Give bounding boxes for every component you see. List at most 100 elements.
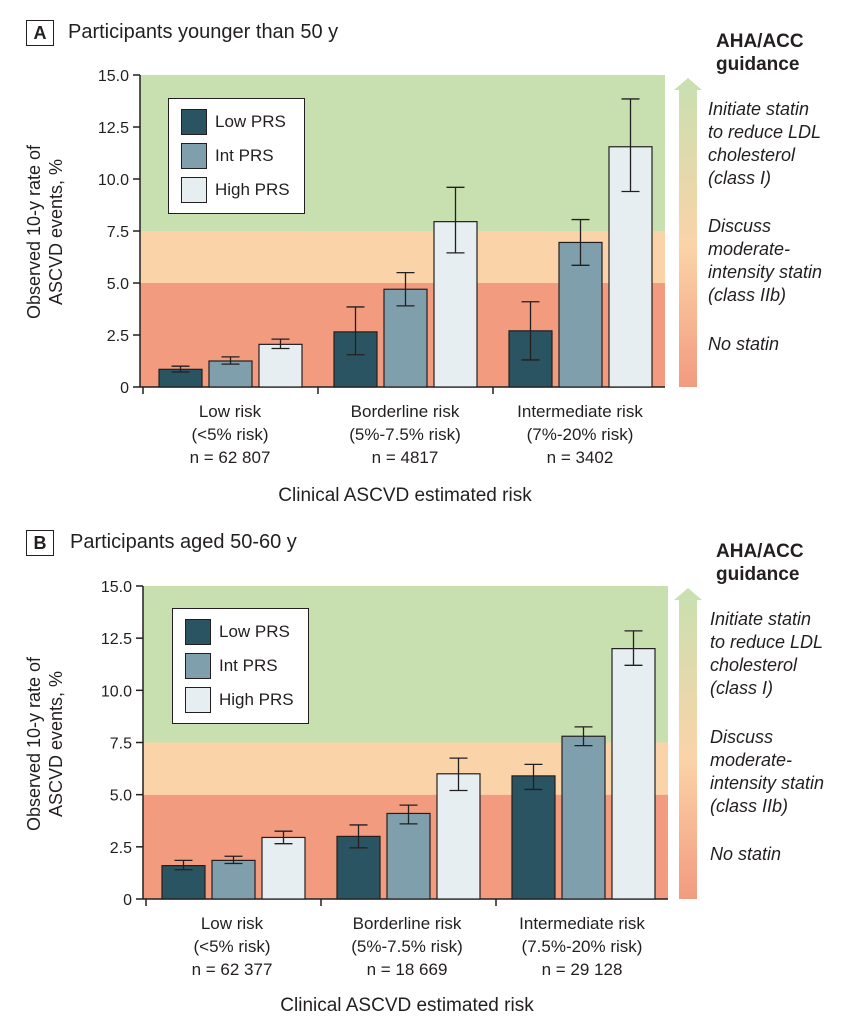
panel-a-bar-high-prs-1	[258, 343, 303, 388]
panel-a-guidance-no-statin: No statin	[708, 334, 780, 354]
panel-a-guidance-discuss: Discuss moderate- intensity statin (clas…	[708, 215, 822, 307]
panel-b-guidance-initiate: Initiate statin to reduce LDL cholestero…	[710, 608, 823, 700]
panel-b-error-bar-high-prs-1	[274, 830, 293, 845]
panel-a-y-axis-title: Observed 10-y rate of ASCVD events, %	[23, 67, 67, 397]
guidance-initiate-line: (class I)	[710, 678, 773, 698]
legend-item-low-prs: Low PRS	[185, 615, 294, 649]
panel-b-y-tick-label: 2.5	[110, 840, 132, 857]
legend-item-high-prs: High PRS	[185, 683, 294, 717]
panel-a-letter: A	[26, 20, 54, 46]
panel-a-y-title-line2: ASCVD events, %	[46, 158, 66, 306]
panel-a-error-bar-low-prs-2	[346, 306, 365, 356]
panel-b-error-bar-high-prs-3	[624, 630, 643, 666]
panel-b-bar-high-prs-3	[611, 648, 656, 900]
category-n: n = 62 377	[191, 960, 273, 979]
panel-a-y-title-line1: Observed 10-y rate of	[24, 144, 44, 320]
panel-a-error-bar-int-prs-2	[396, 271, 415, 307]
guidance-discuss-line: Discuss	[708, 216, 772, 236]
panel-b-category-borderline-risk: Borderline risk (5%-7.5% risk) n = 18 66…	[322, 912, 492, 981]
category-name: Low risk	[198, 402, 262, 421]
panel-a-error-bar-high-prs-1	[271, 338, 290, 350]
legend-swatch-int-prs	[185, 653, 211, 679]
category-n: n = 18 669	[366, 960, 448, 979]
panel-b-error-bar-high-prs-2	[449, 757, 468, 792]
legend-label-int-prs: Int PRS	[215, 146, 274, 165]
panel-a-y-tick-label: 15.0	[98, 68, 129, 85]
panel-b-y-tick-label: 0	[123, 892, 132, 909]
panel-b-y-axis-title: Observed 10-y rate of ASCVD events, %	[23, 579, 67, 909]
guidance-discuss-line: intensity statin	[708, 262, 823, 282]
panel-b-guidance-title: AHA/ACC guidance	[716, 540, 804, 586]
panel-b-title: Participants aged 50-60 y	[70, 531, 297, 553]
panel-a-error-bar-low-prs-3	[521, 301, 540, 361]
panel-b-guidance-discuss: Discuss moderate- intensity statin (clas…	[710, 726, 824, 818]
panel-b-y-title-line1: Observed 10-y rate of	[24, 656, 44, 832]
guidance-discuss-line: intensity statin	[710, 773, 825, 793]
panel-a-bar-int-prs-1	[208, 360, 253, 388]
category-name: Intermediate risk	[519, 914, 645, 933]
panel-a-y-tick-label: 2.5	[107, 328, 129, 345]
panel-a-y-tick-label: 12.5	[98, 120, 129, 137]
legend-swatch-low-prs	[185, 619, 211, 645]
panel-b-bar-int-prs-3	[561, 735, 606, 900]
panel-b-y-title-line2: ASCVD events, %	[46, 670, 66, 818]
legend-label-low-prs: Low PRS	[219, 622, 290, 641]
guidance-title-line2: guidance	[716, 54, 800, 75]
guidance-title-line1: AHA/ACC	[716, 541, 804, 562]
panel-b-bar-low-prs-3	[511, 775, 556, 900]
panel-b-error-bar-int-prs-3	[574, 726, 593, 747]
guidance-initiate-line: Initiate statin	[708, 99, 810, 119]
panel-a-y-tick-label: 7.5	[107, 224, 129, 241]
panel-b-error-bar-low-prs-2	[349, 824, 368, 849]
panel-a-y-tick-label: 10.0	[98, 172, 129, 189]
panel-b-guidance-arrow-icon	[674, 588, 702, 899]
legend-label-high-prs: High PRS	[219, 690, 294, 709]
panel-b-y-tick-label: 15.0	[101, 579, 132, 596]
category-range: (5%-7.5% risk)	[351, 937, 463, 956]
guidance-initiate-line: to reduce LDL	[708, 122, 822, 142]
panel-a-category-intermediate-risk: Intermediate risk (7%-20% risk) n = 3402	[495, 400, 665, 469]
guidance-initiate-line: (class I)	[708, 168, 771, 188]
category-name: Intermediate risk	[517, 402, 643, 421]
panel-b-bar-low-prs-1	[161, 865, 206, 900]
panel-b: 0 2.5 5.0 7.5 10.0 12.5 15.0 B Participants ag…	[0, 512, 861, 1024]
category-n: n = 4817	[371, 448, 439, 467]
panel-b-error-bar-int-prs-2	[399, 804, 418, 825]
category-n: n = 29 128	[541, 960, 623, 979]
panel-b-legend: Low PRS Int PRS High PRS	[172, 608, 309, 724]
legend-label-int-prs: Int PRS	[219, 656, 278, 675]
panel-b-bar-int-prs-1	[211, 859, 256, 900]
category-range: (7%-20% risk)	[526, 425, 634, 444]
panel-a-y-tick-label: 5.0	[107, 276, 129, 293]
legend-item-int-prs: Int PRS	[185, 649, 294, 683]
category-name: Borderline risk	[352, 914, 462, 933]
category-n: n = 3402	[546, 448, 614, 467]
guidance-title-line2: guidance	[716, 564, 800, 585]
panel-b-error-bar-int-prs-1	[224, 855, 243, 865]
panel-a-error-bar-low-prs-1	[171, 365, 190, 373]
panel-b-bar-high-prs-1	[261, 836, 306, 900]
panel-b-error-bar-low-prs-1	[174, 859, 193, 871]
panel-b-category-low-risk: Low risk (<5% risk) n = 62 377	[147, 912, 317, 981]
panel-a-x-axis-title: Clinical ASCVD estimated risk	[278, 485, 532, 506]
guidance-discuss-line: Discuss	[710, 727, 774, 747]
panel-a-guidance-initiate: Initiate statin to reduce LDL cholestero…	[708, 98, 821, 190]
category-name: Low risk	[200, 914, 264, 933]
category-name: Borderline risk	[350, 402, 460, 421]
panel-a-y-tick-label: 0	[120, 380, 129, 397]
legend-label-high-prs: High PRS	[215, 180, 290, 199]
panel-a-guidance-arrow-icon	[674, 78, 702, 387]
panel-b-y-tick-label: 10.0	[101, 683, 132, 700]
panel-b-letter: B	[26, 530, 54, 556]
guidance-title-line1: AHA/ACC	[716, 31, 804, 52]
guidance-discuss-line: (class IIb)	[710, 796, 789, 816]
panel-a-error-bar-int-prs-3	[571, 218, 590, 266]
legend-item-high-prs: High PRS	[181, 173, 290, 207]
panel-a-guidance-title: AHA/ACC guidance	[716, 30, 804, 76]
category-n: n = 62 807	[189, 448, 271, 467]
legend-swatch-int-prs	[181, 143, 207, 169]
panel-b-bar-high-prs-2	[436, 773, 481, 900]
category-range: (<5% risk)	[193, 937, 271, 956]
legend-swatch-high-prs	[181, 177, 207, 203]
panel-a-error-bar-high-prs-2	[446, 186, 465, 254]
